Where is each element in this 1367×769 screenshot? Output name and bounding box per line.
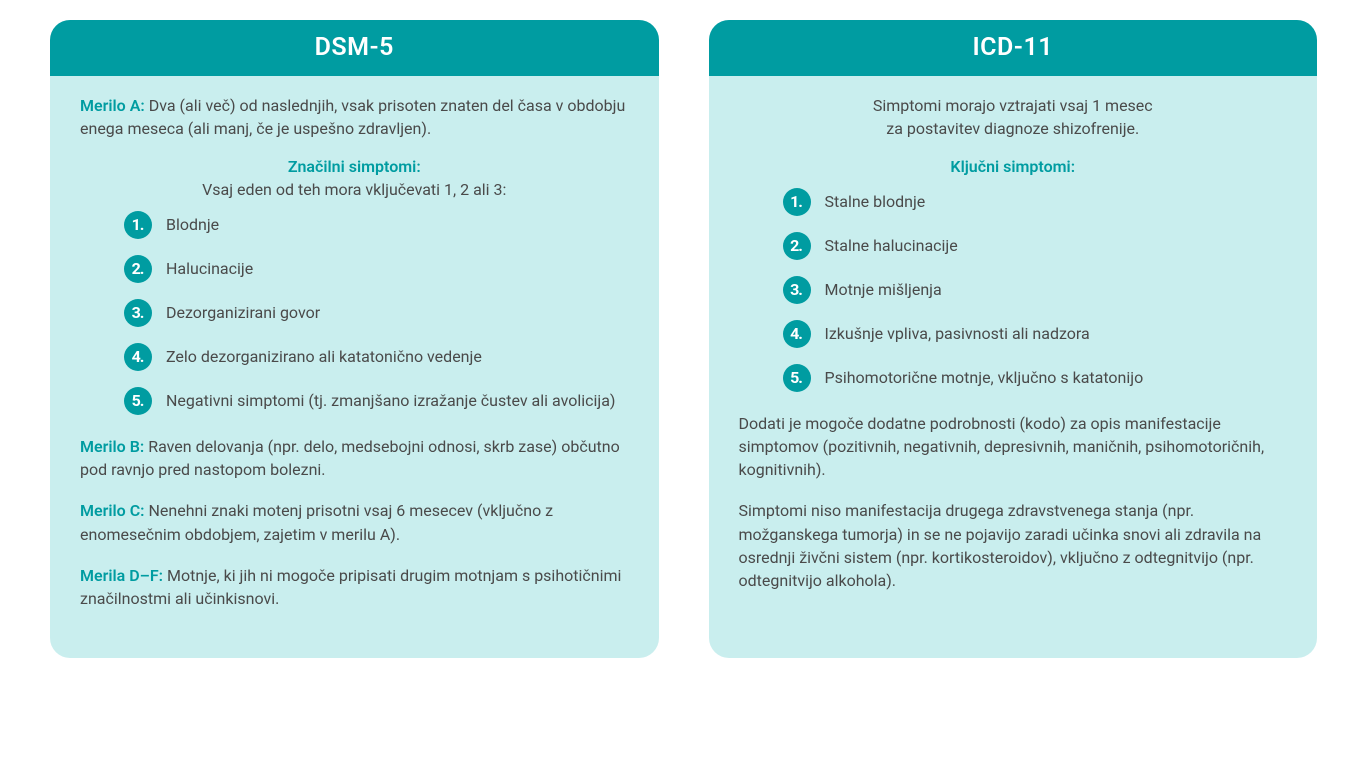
number-icon: 3 — [124, 299, 152, 327]
list-item: 1 Blodnje — [124, 213, 629, 241]
number-icon: 2 — [124, 255, 152, 283]
dsm5-symptoms-subnote: Vsaj eden od teh mora vključevati 1, 2 a… — [80, 178, 629, 201]
criterion-df-label: Merila D–F: — [80, 566, 163, 585]
list-item: 4 Izkušnje vpliva, pasivnosti ali nadzora — [783, 322, 1288, 350]
symptom-text: Stalne blodnje — [825, 190, 926, 213]
icd11-symptoms-heading: Ključni simptomi: — [739, 155, 1288, 178]
dsm5-body: Merilo A: Dva (ali več) od naslednjih, v… — [50, 76, 659, 658]
dsm5-criterion-a: Merilo A: Dva (ali več) od naslednjih, v… — [80, 94, 629, 140]
number-icon: 5 — [124, 387, 152, 415]
icd11-symptom-list: 1 Stalne blodnje 2 Stalne halucinacije 3 Mo… — [739, 190, 1288, 394]
number-icon: 4 — [124, 343, 152, 371]
dsm5-criterion-b: Merilo B: Raven delovanja (npr. delo, me… — [80, 435, 629, 481]
list-item: 2 Halucinacije — [124, 257, 629, 285]
dsm5-symptom-list: 1 Blodnje 2 Halucinacije 3 Dezorganizirani … — [80, 213, 629, 417]
symptom-text: Stalne halucinacije — [825, 234, 958, 257]
number-icon: 1 — [124, 211, 152, 239]
dsm5-panel: DSM-5 Merilo A: Dva (ali več) od nasledn… — [50, 20, 659, 658]
symptom-text: Psihomotorične motnje, vključno s katato… — [825, 366, 1144, 389]
dsm5-criterion-c: Merilo C: Nenehni znaki motenj prisotni … — [80, 499, 629, 545]
number-icon: 3 — [783, 276, 811, 304]
criterion-b-label: Merilo B: — [80, 437, 144, 456]
list-item: 5 Psihomotorične motnje, vključno s katat… — [783, 366, 1288, 394]
symptom-text: Blodnje — [166, 213, 219, 236]
icd11-intro-line2: za postavitev diagnoze shizofrenije. — [886, 119, 1139, 138]
icd11-intro: Simptomi morajo vztrajati vsaj 1 mesec z… — [739, 94, 1288, 140]
list-item: 3 Motnje mišljenja — [783, 278, 1288, 306]
criterion-b-text: Raven delovanja (npr. delo, medsebojni o… — [80, 437, 620, 479]
comparison-wrap: DSM-5 Merilo A: Dva (ali več) od nasledn… — [50, 20, 1317, 658]
symptom-text: Negativni simptomi (tj. zmanjšano izraža… — [166, 389, 616, 412]
number-icon: 1 — [783, 188, 811, 216]
number-icon: 4 — [783, 320, 811, 348]
list-item: 4 Zelo dezorganizirano ali katatonično ve… — [124, 345, 629, 373]
symptom-text: Izkušnje vpliva, pasivnosti ali nadzora — [825, 322, 1090, 345]
dsm5-symptoms-heading: Značilni simptomi: — [80, 155, 629, 178]
symptom-text: Zelo dezorganizirano ali katatonično ved… — [166, 345, 482, 368]
icd11-exclusion: Simptomi niso manifestacija drugega zdra… — [739, 499, 1288, 592]
icd11-body: Simptomi morajo vztrajati vsaj 1 mesec z… — [709, 76, 1318, 658]
symptom-text: Dezorganizirani govor — [166, 301, 320, 324]
number-icon: 5 — [783, 364, 811, 392]
icd11-intro-line1: Simptomi morajo vztrajati vsaj 1 mesec — [873, 96, 1153, 115]
symptom-text: Motnje mišljenja — [825, 278, 942, 301]
list-item: 5 Negativni simptomi (tj. zmanjšano izraž… — [124, 389, 629, 417]
icd11-panel: ICD-11 Simptomi morajo vztrajati vsaj 1 … — [709, 20, 1318, 658]
list-item: 1 Stalne blodnje — [783, 190, 1288, 218]
symptom-text: Halucinacije — [166, 257, 253, 280]
criterion-c-label: Merilo C: — [80, 501, 145, 520]
list-item: 3 Dezorganizirani govor — [124, 301, 629, 329]
dsm5-criterion-df: Merila D–F: Motnje, ki jih ni mogoče pri… — [80, 564, 629, 610]
dsm5-header: DSM-5 — [50, 20, 659, 76]
list-item: 2 Stalne halucinacije — [783, 234, 1288, 262]
criterion-a-text: Dva (ali več) od naslednjih, vsak prisot… — [80, 96, 625, 138]
number-icon: 2 — [783, 232, 811, 260]
criterion-c-text: Nenehni znaki motenj prisotni vsaj 6 mes… — [80, 501, 553, 543]
icd11-header: ICD-11 — [709, 20, 1318, 76]
criterion-a-label: Merilo A: — [80, 96, 145, 115]
icd11-additional-details: Dodati je mogoče dodatne podrobnosti (ko… — [739, 412, 1288, 482]
